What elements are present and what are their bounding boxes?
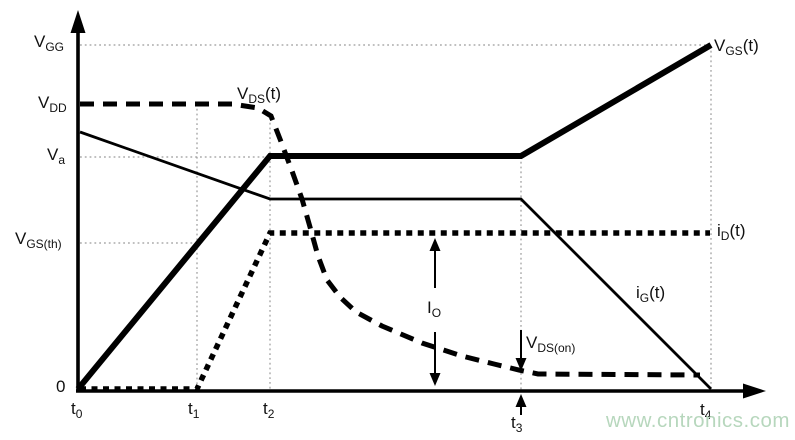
label-t2: t2 [263,399,275,421]
vds-curve [80,101,701,378]
t3-marker-arrow-head [515,394,527,407]
label-va: Va [47,145,66,167]
label-id-curve: iD(t) [717,221,746,243]
label-ig-curve: iG(t) [636,283,666,305]
label-vdd: VDD [38,93,67,115]
watermark: www.cntronics.com [606,409,790,432]
io-arrow-up-head [429,238,441,251]
label-zero: 0 [56,377,66,396]
label-t0: t0 [71,399,83,421]
label-t1: t1 [188,399,200,421]
label-t4: t4 [700,400,712,422]
y-axis-arrowhead [70,10,86,33]
id-curve [80,230,710,392]
label-vgs-threshold: VGS(th) [15,229,62,251]
ig-curve [79,130,712,390]
label-vds-curve: VDS(t) [237,84,282,106]
label-vgg: VGG [34,32,65,54]
label-t3: t3 [511,413,523,435]
x-axis-arrowhead [743,383,766,399]
vdson-arrow-down-head [515,358,527,371]
vgs-curve [75,42,713,391]
label-vds-on: VDS(on) [526,333,576,355]
label-vgs-curve: VGS(t) [714,36,759,58]
label-io: IO [427,298,442,320]
io-arrow-down-head [429,373,441,386]
